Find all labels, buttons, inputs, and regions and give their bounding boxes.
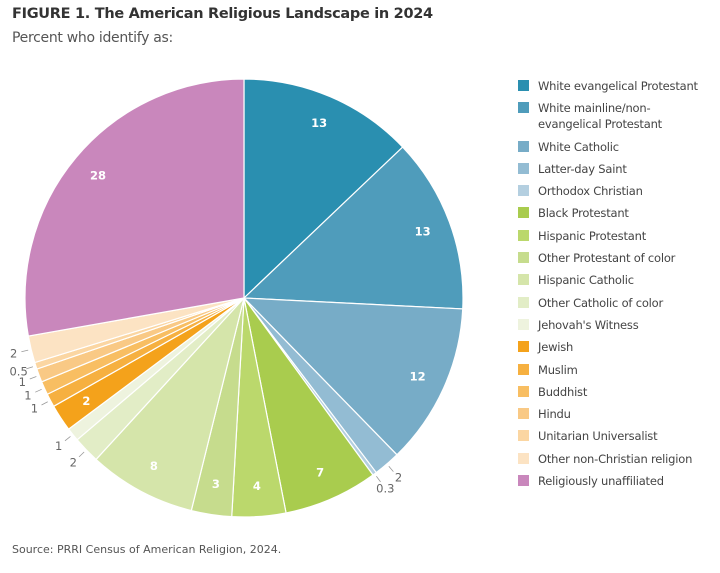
legend-swatch — [518, 452, 529, 464]
legend-label: Black Protestant — [538, 206, 629, 221]
legend-item: Other Protestant of color — [518, 250, 718, 266]
slice-label: 7 — [316, 466, 324, 480]
legend-swatch — [518, 140, 529, 152]
legend-label: White Catholic — [538, 139, 619, 154]
legend-item: Religiously unaffiliated — [518, 473, 718, 489]
pie-slice — [242, 297, 464, 456]
slice-label: 4 — [253, 479, 261, 493]
leader-line — [41, 401, 48, 406]
legend-swatch — [518, 274, 529, 286]
chart-title: FIGURE 1. The American Religious Landsca… — [12, 6, 433, 22]
legend-swatch — [518, 102, 529, 114]
pie-slice — [24, 78, 245, 337]
legend-item: Buddhist — [518, 384, 718, 400]
slice-label: 13 — [415, 225, 431, 239]
legend-label: Hindu — [538, 407, 571, 422]
legend-label: Orthodox Christian — [538, 184, 643, 199]
legend-swatch — [518, 296, 529, 308]
legend-item: Latter-day Saint — [518, 161, 718, 177]
leader-line — [78, 451, 85, 458]
slice-label: 28 — [90, 169, 106, 183]
legend-label: Unitarian Universalist — [538, 429, 658, 444]
pie-slice — [243, 78, 404, 300]
legend-label: Other Protestant of color — [538, 251, 676, 266]
leader-line — [388, 466, 394, 472]
leader-line — [29, 376, 37, 380]
legend-label: Latter-day Saint — [538, 161, 627, 176]
slice-label: 8 — [150, 459, 158, 473]
legend-swatch — [518, 318, 529, 330]
legend-label: White evangelical Protestant — [538, 79, 698, 93]
legend-swatch — [518, 229, 529, 241]
legend-label: Jewish — [538, 340, 574, 355]
legend-swatch — [518, 385, 529, 397]
legend-label: Jehovah's Witness — [538, 317, 639, 332]
legend-label: Muslim — [538, 362, 578, 377]
legend-label: Other non-Christian religion — [538, 451, 693, 466]
legend-label: Hispanic Catholic — [538, 273, 634, 288]
pie-slice — [242, 146, 464, 310]
leader-line — [35, 388, 42, 393]
chart-subtitle: Percent who identify as: — [12, 30, 173, 46]
legend-item: Other Catholic of color — [518, 295, 718, 311]
legend-swatch — [518, 252, 529, 264]
legend-swatch — [518, 80, 529, 91]
pie-slice — [95, 297, 245, 512]
legend-swatch — [518, 475, 529, 487]
legend-swatch — [518, 363, 529, 375]
leader-line — [21, 349, 29, 353]
legend-label: Hispanic Protestant — [538, 228, 647, 243]
legend-item: Other non-Christian religion — [518, 451, 718, 467]
leader-line — [376, 475, 381, 483]
legend-swatch — [518, 185, 529, 197]
legend-item: Hispanic Catholic — [518, 272, 718, 288]
legend-swatch — [518, 207, 529, 219]
legend-swatch — [518, 430, 529, 442]
legend-swatch — [518, 341, 529, 353]
legend-item: Orthodox Christian — [518, 183, 718, 199]
legend-label: Religiously unaffiliated — [538, 474, 664, 489]
legend-item: Jewish — [518, 339, 718, 355]
slice-label: 2 — [70, 455, 77, 469]
slice-label: 12 — [410, 369, 426, 383]
leader-line — [26, 366, 34, 370]
legend-item: White Catholic — [518, 139, 718, 155]
legend-label: Other Catholic of color — [538, 295, 664, 310]
legend-label: White mainline/non- evangelical Protesta… — [538, 101, 662, 132]
slice-label: 13 — [311, 116, 327, 130]
slice-label: 2 — [10, 347, 17, 361]
leader-line — [64, 436, 71, 442]
legend-item: White evangelical Protestant — [518, 78, 718, 94]
legend-item: Black Protestant — [518, 205, 718, 221]
slice-label: 1 — [31, 402, 38, 416]
legend-label: Buddhist — [538, 384, 588, 399]
slice-label: 2 — [82, 394, 90, 408]
slice-label: 1 — [19, 375, 26, 389]
legend-item: White mainline/non- evangelical Protesta… — [518, 100, 718, 132]
legend-swatch — [518, 408, 529, 420]
legend-item: Unitarian Universalist — [518, 428, 718, 444]
legend-item: Hindu — [518, 406, 718, 422]
slice-label: 3 — [212, 477, 220, 491]
source-note: Source: PRRI Census of American Religion… — [12, 543, 282, 556]
slice-label: 1 — [55, 439, 62, 453]
legend-item: Jehovah's Witness — [518, 317, 718, 333]
slice-label: 2 — [395, 471, 402, 485]
slice-label: 0.3 — [376, 481, 394, 495]
slice-label: 1 — [24, 388, 31, 402]
legend-swatch — [518, 162, 529, 174]
slice-label: 0.5 — [9, 364, 27, 378]
legend-item: Muslim — [518, 362, 718, 378]
legend: White evangelical Protestant White mainli… — [518, 78, 718, 495]
legend-item: Hispanic Protestant — [518, 228, 718, 244]
